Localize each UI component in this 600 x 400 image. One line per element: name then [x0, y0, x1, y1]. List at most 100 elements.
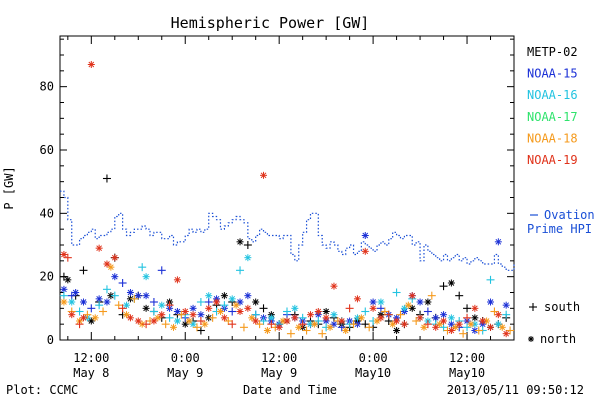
legend-entry: NOAA-19: [527, 153, 578, 167]
data-point-north: [126, 314, 134, 322]
data-point-south: [75, 320, 84, 329]
data-point-south: [251, 310, 260, 319]
data-point-north: [291, 304, 299, 312]
data-point-north: [369, 304, 377, 312]
data-point-north: [64, 276, 72, 284]
data-point-south: [208, 313, 217, 322]
data-point-north: [400, 304, 408, 312]
data-point-south: [384, 310, 393, 319]
data-point-south: [138, 263, 147, 272]
data-point-north: [181, 308, 189, 315]
data-point-north: [357, 314, 365, 322]
data-point-south: [99, 307, 108, 316]
plot-area: [59, 35, 515, 341]
north-marker-label: north: [540, 332, 576, 346]
data-point-north: [326, 323, 334, 331]
legend-entry: NOAA-18: [527, 131, 578, 145]
data-point-south: [67, 291, 76, 300]
y-tick-label: 0: [47, 333, 54, 347]
data-point-north: [502, 301, 510, 309]
data-point-north: [95, 244, 103, 252]
data-point-north: [213, 298, 221, 306]
data-point-north: [220, 292, 228, 300]
data-point-north: [170, 323, 177, 331]
data-point-south: [243, 241, 252, 249]
data-point-north: [260, 171, 268, 179]
x-tick-date: May 8: [73, 366, 109, 380]
data-point-north: [126, 289, 134, 296]
data-point-north: [205, 304, 213, 312]
series-noaa-19: [60, 61, 510, 338]
data-point-north: [236, 238, 244, 246]
data-point-north: [377, 298, 385, 306]
data-point-north: [79, 314, 87, 322]
data-point-north: [111, 254, 119, 262]
data-point-north: [248, 314, 256, 322]
data-point-north: [252, 317, 260, 325]
data-point-south: [142, 320, 151, 329]
data-point-north: [416, 298, 424, 306]
data-point-south: [196, 317, 205, 325]
data-point-north: [275, 323, 283, 331]
south-marker-label: south: [544, 300, 580, 314]
data-point-north: [322, 314, 330, 322]
ovation-hpi-line: [60, 190, 515, 271]
data-point-south: [220, 301, 229, 310]
marker-legend: south north: [528, 300, 580, 346]
data-point-south: [130, 294, 139, 303]
data-point-north: [79, 298, 87, 306]
data-point-north: [252, 298, 260, 306]
data-point-south: [396, 310, 405, 319]
data-point-south: [463, 304, 472, 313]
data-point-north: [361, 247, 369, 255]
data-point-north: [361, 232, 369, 239]
data-point-south: [59, 272, 68, 281]
data-point-north: [338, 317, 346, 325]
data-point-north: [91, 314, 99, 322]
data-point-north: [60, 298, 68, 306]
data-point-north: [87, 317, 95, 325]
data-point-north: [330, 282, 338, 290]
data-point-south: [423, 307, 432, 316]
data-point-south: [165, 301, 174, 310]
data-point-north: [322, 308, 330, 315]
data-point-south: [149, 307, 158, 316]
data-point-south: [361, 307, 370, 316]
data-point-north: [60, 251, 68, 258]
data-point-south: [239, 323, 248, 332]
data-point-north: [244, 292, 252, 300]
data-point-south: [267, 320, 276, 329]
x-tick-label: 12:00: [261, 351, 297, 365]
x-tick-label: 0:00: [359, 351, 388, 365]
data-point-north: [236, 298, 244, 306]
data-point-north: [291, 314, 299, 322]
data-point-north: [173, 317, 181, 325]
data-point-north: [389, 320, 397, 328]
data-point-north: [420, 323, 428, 331]
data-point-north: [142, 273, 150, 281]
data-point-south: [298, 320, 307, 329]
x-tick-date: May10: [355, 366, 391, 380]
data-point-north: [283, 317, 291, 325]
data-point-north: [494, 320, 502, 328]
data-point-south: [259, 304, 268, 313]
data-point-south: [349, 320, 358, 329]
scatter-points-layer: [59, 61, 515, 338]
data-point-south: [79, 266, 88, 275]
data-point-south: [455, 291, 464, 300]
data-point-south: [412, 317, 421, 325]
y-axis: 0 20 40 60 80: [40, 38, 514, 347]
data-point-north: [494, 238, 502, 246]
y-tick-label: 20: [40, 270, 54, 284]
data-point-north: [123, 301, 131, 309]
data-point-south: [204, 298, 213, 306]
data-point-north: [400, 320, 408, 328]
y-tick-label: 40: [40, 206, 54, 220]
data-point-north: [134, 317, 142, 325]
data-point-north: [440, 311, 448, 319]
x-tick-label: 12:00: [73, 351, 109, 365]
data-point-south: [110, 291, 119, 300]
data-point-south: [118, 304, 127, 313]
data-point-north: [216, 308, 224, 315]
